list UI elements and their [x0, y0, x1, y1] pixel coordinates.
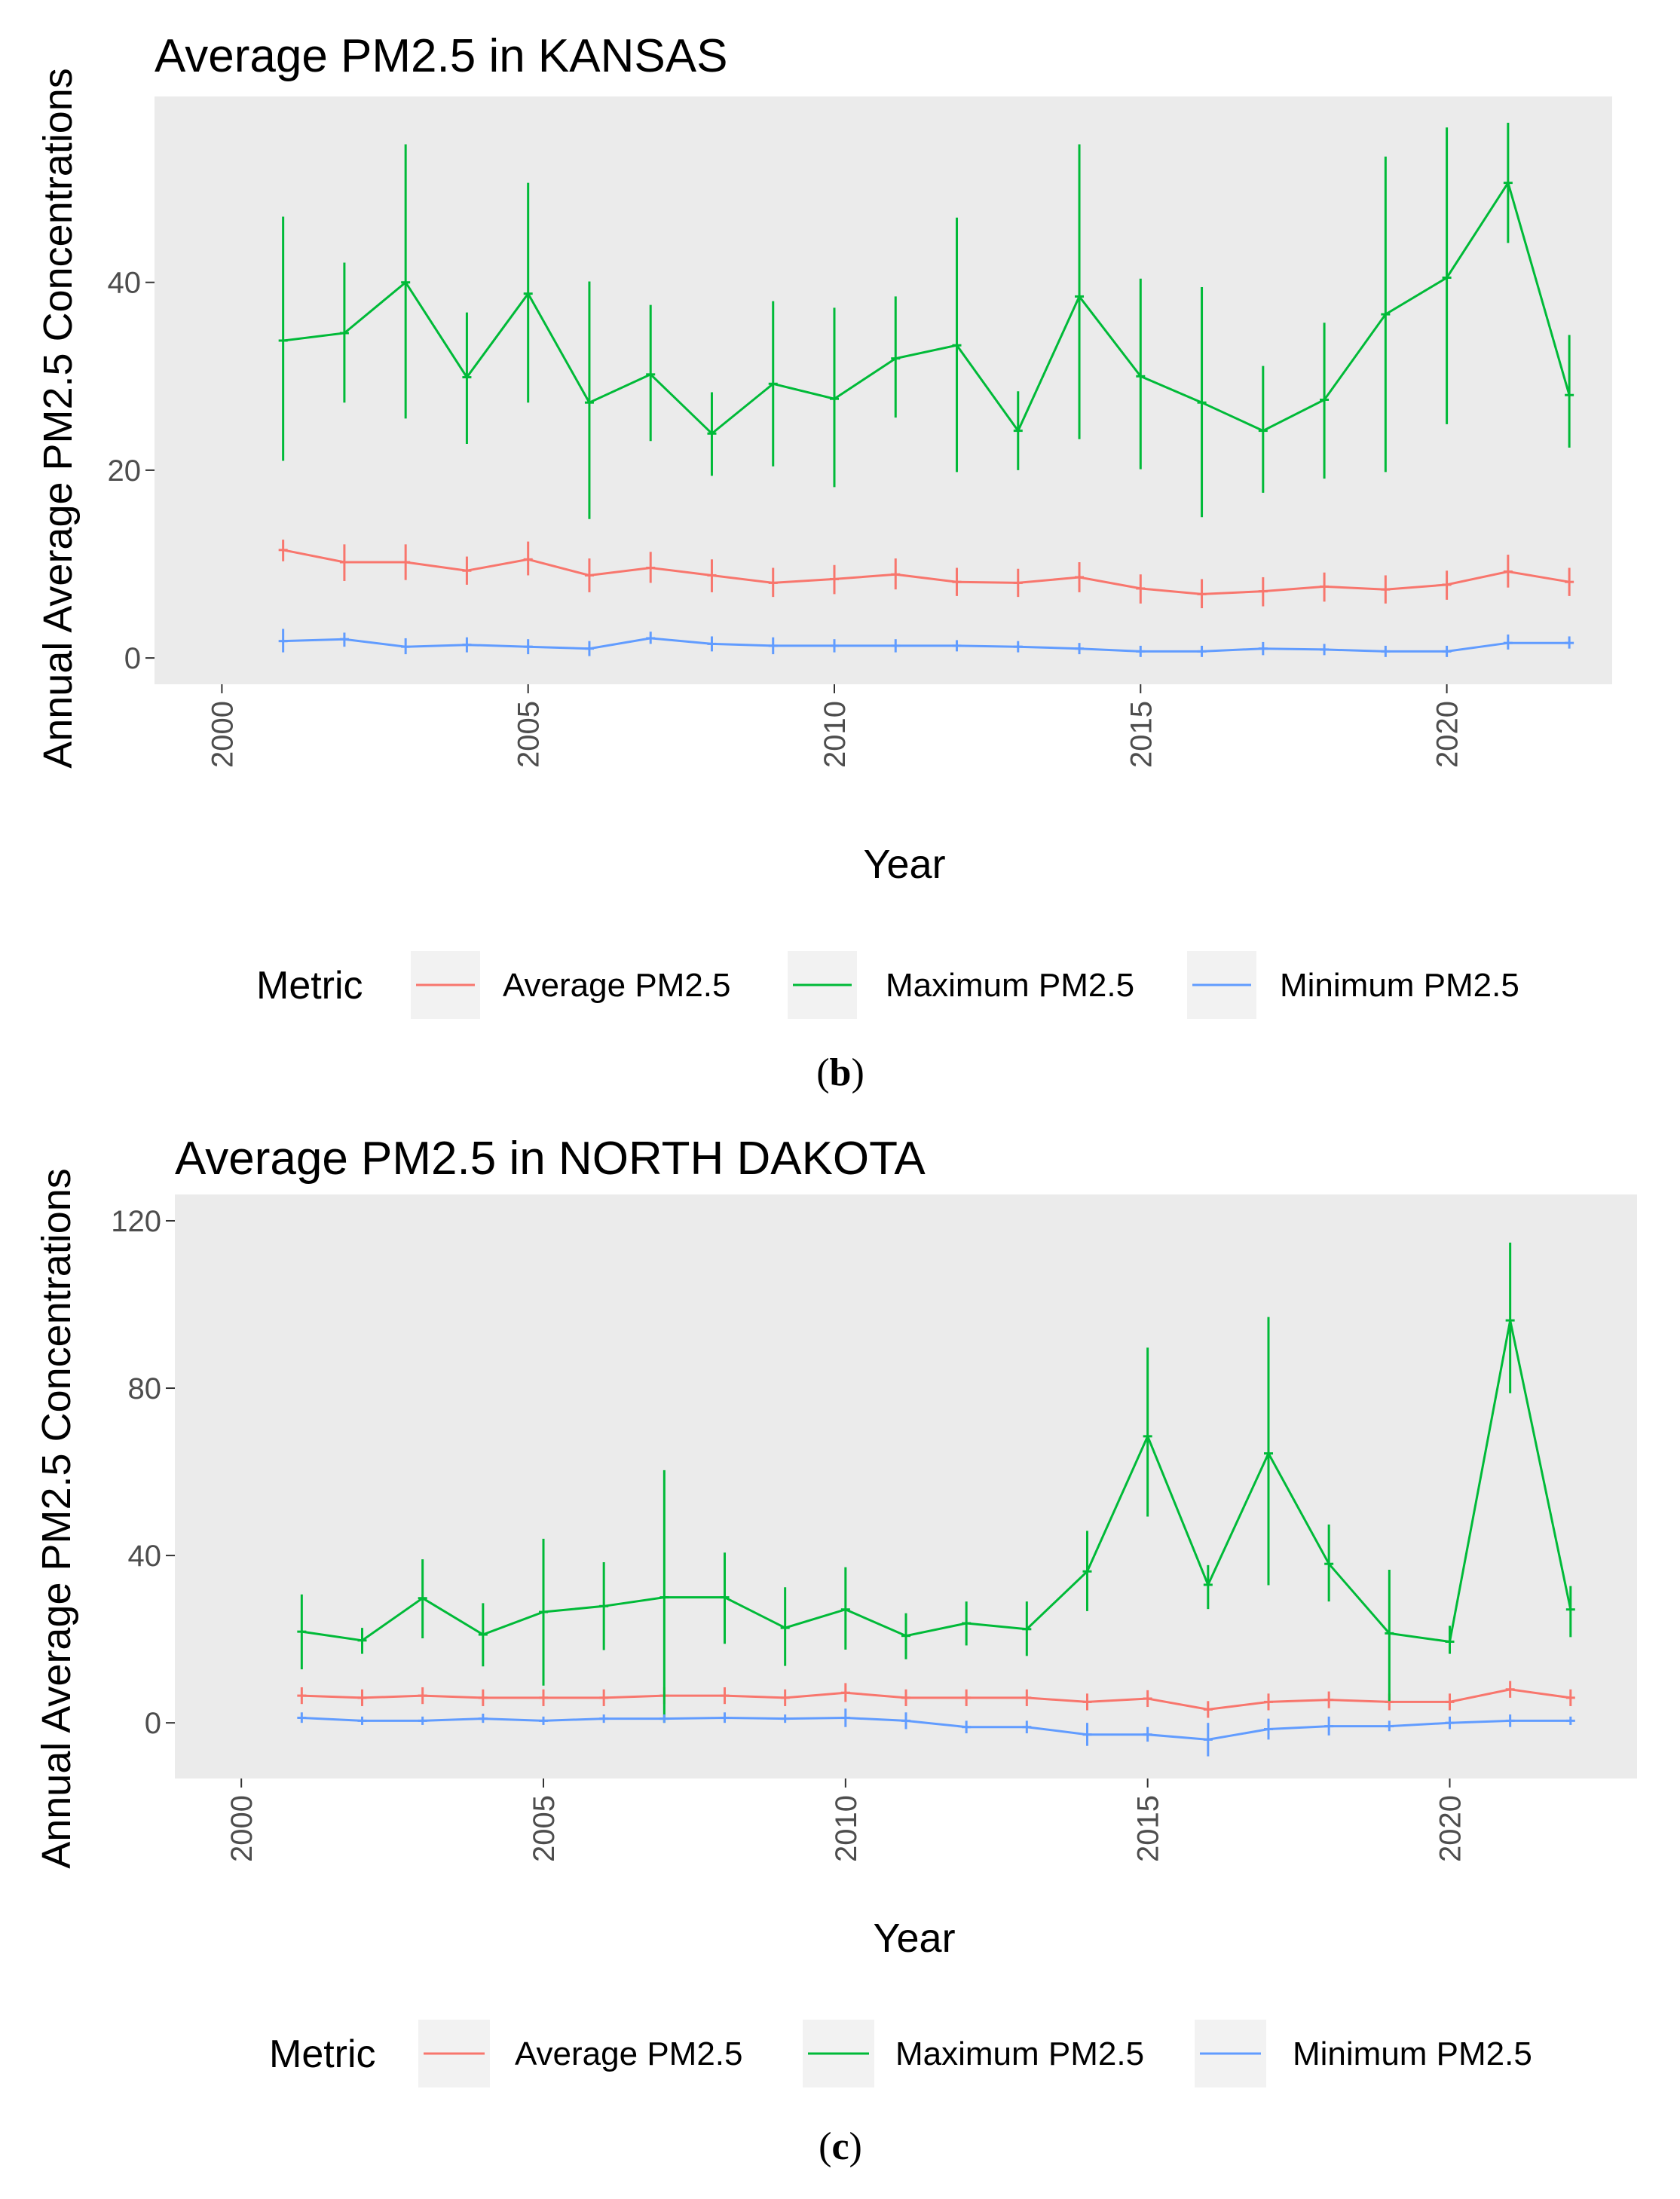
legend: Metric Average PM2.5 Maximum PM2.5 Minim… [256, 951, 1519, 1019]
chart-panel-north-dakota: Average PM2.5 in NORTH DAKOTA 2000 2005 20… [0, 1108, 1680, 2195]
series-line-maximum-pm2-5 [283, 180, 1571, 436]
legend-title: Metric [269, 2032, 376, 2076]
x-axis-label: Year [873, 1916, 955, 1961]
legend-title: Metric [256, 964, 363, 1008]
chart-title: Average PM2.5 in KANSAS [155, 30, 727, 82]
panel-label-c: (c) [819, 2125, 862, 2168]
series-line-average-pm2-5 [301, 1688, 1571, 1711]
legend-label-maximum: Maximum PM2.5 [895, 2035, 1144, 2072]
plot-panel-background [155, 96, 1612, 684]
x-axis-ticks: 2000 2005 2010 2015 2020 [225, 1778, 1467, 1862]
series-line-maximum-pm2-5 [301, 1320, 1572, 1644]
y-tick-label: 0 [145, 1707, 161, 1740]
y-tick-label: 40 [108, 267, 142, 300]
series-line-minimum-pm2-5 [283, 637, 1570, 653]
plot-panel-background [175, 1194, 1637, 1778]
x-tick-label: 2000 [225, 1795, 259, 1862]
x-tick-label: 2020 [1431, 701, 1464, 768]
x-tick-label: 2015 [1125, 701, 1158, 768]
legend-label-minimum: Minimum PM2.5 [1280, 967, 1519, 1004]
x-tick-label: 2005 [513, 701, 546, 768]
x-tick-label: 2005 [528, 1795, 561, 1862]
north-dakota-chart-svg: Average PM2.5 in NORTH DAKOTA 2000 2005 20… [34, 1133, 1637, 2168]
y-tick-label: 20 [108, 454, 142, 488]
y-axis-ticks: 0 40 80 120 [111, 1205, 175, 1740]
y-tick-label: 120 [111, 1205, 161, 1238]
legend-label-maximum: Maximum PM2.5 [886, 967, 1134, 1004]
series-line-average-pm2-5 [283, 549, 1570, 595]
legend-label-average: Average PM2.5 [515, 2035, 742, 2072]
panel-label-b: (b) [816, 1051, 864, 1094]
legend-label-average: Average PM2.5 [503, 967, 730, 1004]
y-tick-label: 80 [128, 1372, 162, 1405]
y-axis-label: Annual Average PM2.5 Concentrations [35, 68, 81, 769]
legend: Metric Average PM2.5 Maximum PM2.5 Minim… [269, 2020, 1532, 2087]
y-tick-label: 40 [128, 1540, 162, 1573]
data-marks [297, 1242, 1575, 1757]
chart-title: Average PM2.5 in NORTH DAKOTA [175, 1133, 926, 1185]
kansas-chart-svg: Average PM2.5 in KANSAS 2000 2005 2010 2015… [35, 30, 1612, 1094]
y-tick-label: 0 [124, 642, 141, 675]
chart-panel-kansas: Average PM2.5 in KANSAS 2000 2005 2010 2015… [35, 30, 1612, 1094]
y-axis-label: Annual Average PM2.5 Concentrations [34, 1168, 79, 1869]
y-axis-ticks: 0 20 40 [108, 267, 155, 675]
series-line-minimum-pm2-5 [301, 1716, 1571, 1741]
x-axis-ticks: 2000 2005 2010 2015 2020 [206, 684, 1464, 768]
x-tick-label: 2015 [1132, 1795, 1165, 1862]
x-tick-label: 2010 [830, 1795, 863, 1862]
x-tick-label: 2020 [1434, 1795, 1467, 1862]
x-axis-label: Year [863, 842, 945, 887]
x-tick-label: 2000 [206, 701, 239, 768]
legend-label-minimum: Minimum PM2.5 [1293, 2035, 1532, 2072]
x-tick-label: 2010 [819, 701, 852, 768]
data-marks [278, 122, 1574, 657]
